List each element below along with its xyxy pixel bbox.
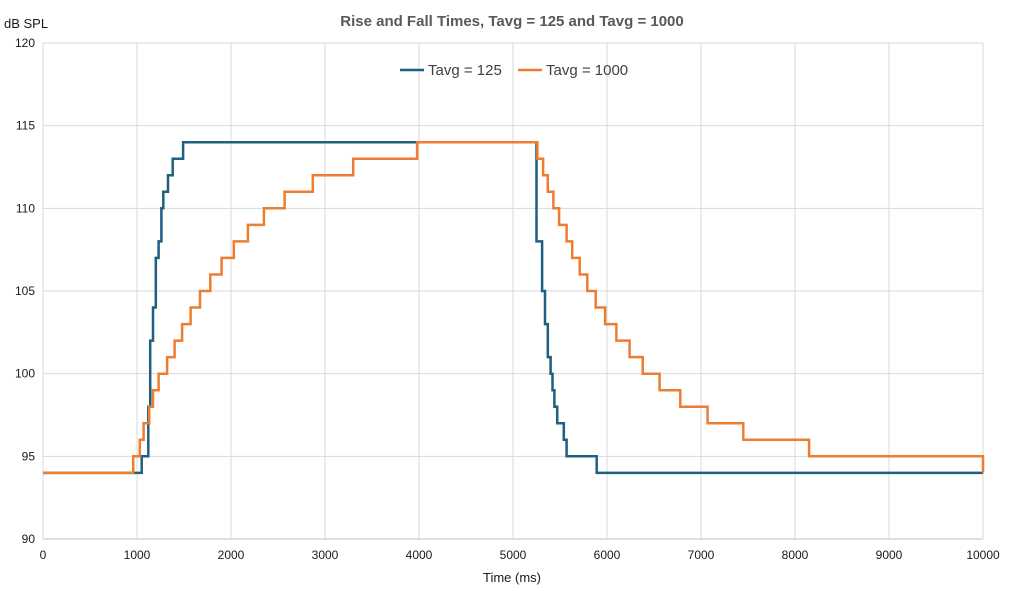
- gridlines: [42, 42, 984, 540]
- x-tick-label: 8000: [782, 548, 809, 562]
- x-axis-label: Time (ms): [483, 570, 541, 585]
- chart-title: Rise and Fall Times, Tavg = 125 and Tavg…: [340, 13, 684, 30]
- x-tick-label: 5000: [500, 548, 527, 562]
- y-tick-label: 100: [15, 367, 35, 381]
- legend-label-1: Tavg = 125: [428, 62, 502, 79]
- series-line-2: [43, 140, 985, 475]
- y-tick-label: 90: [22, 532, 36, 546]
- x-tick-label: 3000: [312, 548, 339, 562]
- x-tick-label: 4000: [406, 548, 433, 562]
- y-tick-label: 115: [16, 119, 35, 133]
- legend: Tavg = 125 Tavg = 1000: [400, 62, 628, 79]
- x-tick-label: 9000: [876, 548, 903, 562]
- y-axis-label: dB SPL: [4, 16, 48, 31]
- series-lines: [43, 140, 985, 475]
- x-tick-label: 6000: [594, 548, 621, 562]
- y-tick-label: 105: [15, 284, 35, 298]
- y-tick-label: 95: [22, 449, 36, 463]
- x-tick-label: 7000: [688, 548, 715, 562]
- legend-label-2: Tavg = 1000: [546, 62, 628, 79]
- y-tick-label: 110: [16, 201, 35, 215]
- x-tick-label: 0: [40, 548, 47, 562]
- x-tick-label: 10000: [966, 548, 1000, 562]
- x-tick-label: 2000: [218, 548, 245, 562]
- y-tick-label: 120: [15, 36, 35, 50]
- tick-labels: 90 95 100 105 110 115 120 0 1000 2000 3000 4000 5000…: [15, 36, 1000, 562]
- x-tick-label: 1000: [124, 548, 151, 562]
